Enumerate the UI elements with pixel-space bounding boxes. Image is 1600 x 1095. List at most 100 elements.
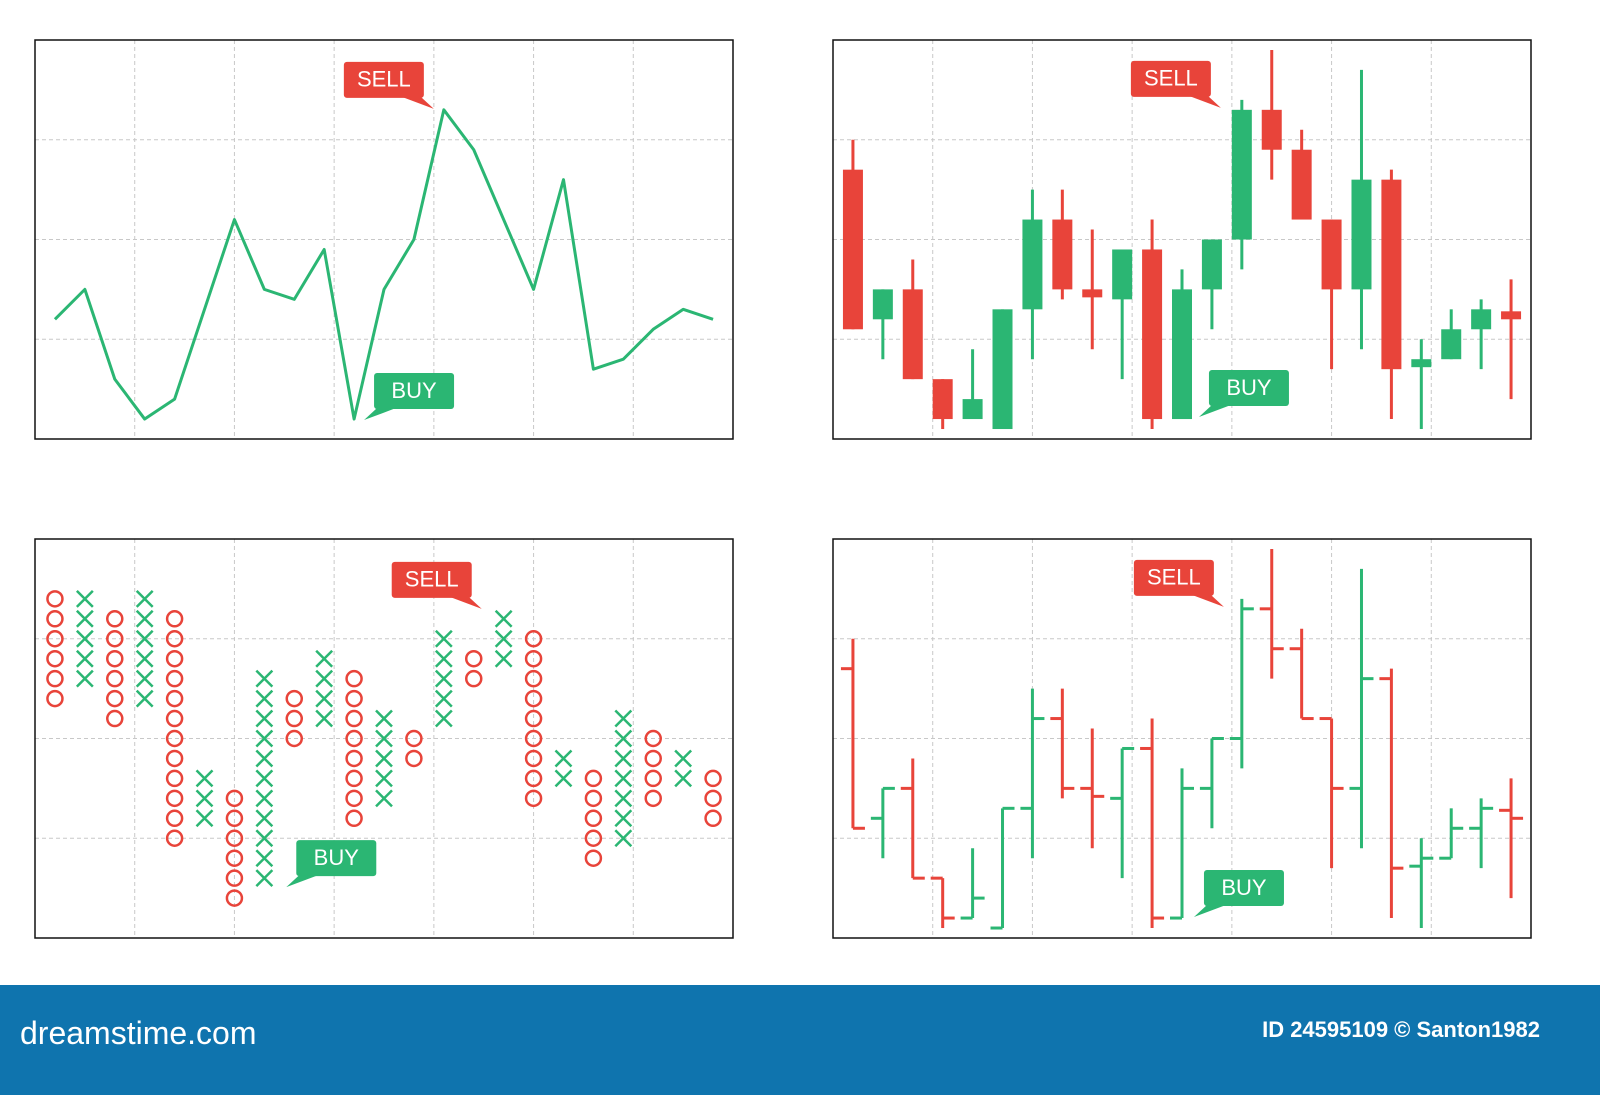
pf-x xyxy=(614,769,633,788)
pf-column xyxy=(285,689,304,748)
pf-x xyxy=(135,629,154,648)
pf-column xyxy=(524,630,543,808)
pf-o xyxy=(165,829,184,847)
annotation-text: SELL xyxy=(1144,66,1198,91)
pf-o xyxy=(524,649,543,668)
candle-body xyxy=(962,399,983,420)
pf-x xyxy=(255,669,274,688)
candle-body xyxy=(1142,249,1163,420)
pf-o xyxy=(165,669,184,688)
panel-border xyxy=(34,538,734,939)
candle-body xyxy=(1231,109,1252,240)
candle-body xyxy=(1112,249,1133,300)
candle-body xyxy=(1052,219,1073,290)
pf-column xyxy=(135,589,154,708)
pf-x xyxy=(75,609,94,628)
pf-column xyxy=(225,789,244,907)
candle-body xyxy=(1261,109,1282,150)
pf-o xyxy=(345,809,363,828)
annotation-tail xyxy=(286,875,319,888)
annotation-text: SELL xyxy=(1147,565,1201,590)
candle-body xyxy=(1411,359,1432,368)
candle-body xyxy=(932,379,953,420)
pf-column xyxy=(345,669,363,828)
pf-x xyxy=(255,809,274,828)
pf-o xyxy=(345,729,363,748)
pf-o xyxy=(225,829,244,847)
pf-column xyxy=(704,769,722,828)
pf-x xyxy=(195,789,214,808)
pf-o xyxy=(524,749,543,768)
annotation-tail xyxy=(1191,594,1224,607)
pf-x xyxy=(375,769,393,788)
pf-column xyxy=(46,590,64,708)
pf-o xyxy=(165,729,184,748)
pf-x xyxy=(135,669,154,688)
pf-column xyxy=(315,649,334,728)
pf-x xyxy=(614,729,633,748)
pf-x xyxy=(494,649,513,668)
pf-column xyxy=(255,669,274,888)
pf-column xyxy=(434,629,453,728)
pf-column xyxy=(614,709,633,848)
candle-body xyxy=(1201,239,1222,290)
pf-o xyxy=(644,749,662,768)
pf-o xyxy=(106,669,124,688)
annotation-text: BUY xyxy=(1221,875,1267,900)
pf-column xyxy=(375,709,393,808)
pf-x xyxy=(255,849,274,868)
annotation-tail xyxy=(364,408,397,421)
annotation-tail xyxy=(1198,405,1231,418)
pf-column xyxy=(644,729,662,808)
pf-x xyxy=(255,869,274,888)
pf-o xyxy=(584,769,603,788)
pf-o xyxy=(46,649,64,668)
candle-body xyxy=(902,289,923,380)
pf-o xyxy=(165,789,184,808)
pf-o xyxy=(345,689,363,708)
pf-o xyxy=(285,709,304,728)
pf-x xyxy=(135,689,154,708)
pf-x xyxy=(614,829,633,848)
pf-o xyxy=(704,769,722,788)
pf-o xyxy=(225,809,244,828)
pf-column xyxy=(464,649,483,688)
pf-o xyxy=(464,669,483,688)
pf-x xyxy=(434,649,453,668)
pf-x xyxy=(255,749,274,768)
pf-o xyxy=(524,709,543,728)
pf-x xyxy=(375,709,393,728)
annotation-text: BUY xyxy=(391,378,437,403)
annotation-text: BUY xyxy=(1226,375,1272,400)
annotation-box xyxy=(1208,370,1289,407)
pf-x xyxy=(75,649,94,668)
pf-x xyxy=(614,749,633,768)
pf-x xyxy=(195,809,214,828)
pf-o xyxy=(704,789,722,808)
pf-x xyxy=(315,649,334,668)
pf-x xyxy=(75,629,94,648)
pf-o xyxy=(225,849,244,867)
pf-o xyxy=(405,729,423,748)
panel-border xyxy=(34,39,734,440)
pf-o xyxy=(225,789,244,808)
pf-o xyxy=(584,849,603,867)
line xyxy=(53,108,714,421)
pf-o xyxy=(165,709,184,728)
pf-x xyxy=(135,589,154,608)
annotation-box xyxy=(1133,559,1214,596)
panel-border xyxy=(832,538,1532,939)
pf-o xyxy=(345,749,363,768)
annotation-box xyxy=(391,561,472,598)
pf-x xyxy=(195,769,214,788)
annotation-text: BUY xyxy=(314,845,360,870)
candle-body xyxy=(1381,179,1402,370)
pf-o xyxy=(106,610,124,628)
pf-x xyxy=(434,629,453,648)
annotation-box xyxy=(374,373,455,410)
annotation-text: SELL xyxy=(357,67,411,92)
candle-body xyxy=(1082,289,1103,298)
charts: SELL BUY SELL BUY SELL BUY SELL BUY xyxy=(34,39,1532,939)
pf-o xyxy=(225,869,244,887)
